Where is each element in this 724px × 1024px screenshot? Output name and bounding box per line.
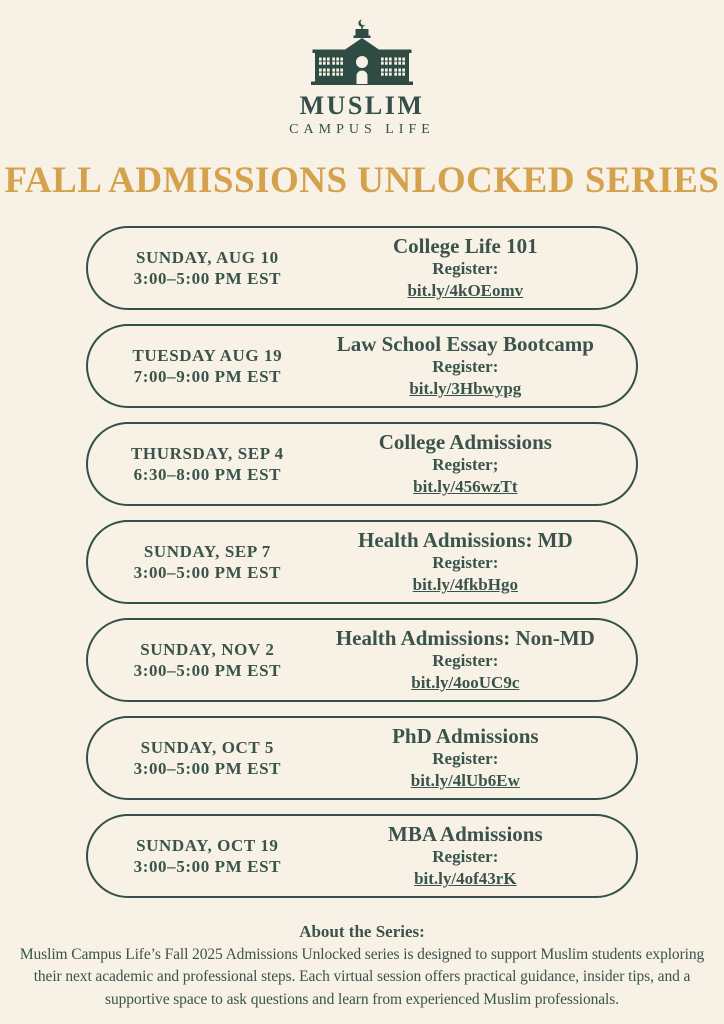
event-datetime: SUNDAY, OCT 5 3:00–5:00 PM EST — [88, 737, 313, 780]
event-date: THURSDAY, SEP 4 — [130, 443, 284, 463]
register-link[interactable]: bit.ly/3Hbwypg — [409, 379, 522, 399]
event-datetime: TUESDAY AUG 19 7:00–9:00 PM EST — [88, 345, 313, 388]
event-details: Law School Essay Bootcamp Register: bit.… — [313, 332, 636, 399]
register-label: Register; — [432, 455, 499, 475]
event-details: Health Admissions: MD Register: bit.ly/4… — [313, 528, 636, 595]
register-link[interactable]: bit.ly/4ooUC9c — [411, 673, 520, 693]
event-datetime: SUNDAY, OCT 19 3:00–5:00 PM EST — [88, 835, 313, 878]
register-label: Register: — [432, 749, 499, 769]
register-label: Register: — [432, 259, 499, 279]
event-date: SUNDAY, OCT 5 — [140, 737, 274, 757]
register-label: Register: — [432, 553, 499, 573]
event-time: 7:00–9:00 PM EST — [133, 367, 282, 386]
event-time: 3:00–5:00 PM EST — [133, 269, 282, 288]
event-details: College Admissions Register; bit.ly/456w… — [313, 430, 636, 497]
events-list: SUNDAY, AUG 10 3:00–5:00 PM EST College … — [86, 226, 638, 898]
event-card: TUESDAY AUG 19 7:00–9:00 PM EST Law Scho… — [86, 324, 638, 408]
event-title: PhD Admissions — [392, 724, 539, 749]
event-date: SUNDAY, AUG 10 — [135, 247, 279, 267]
event-title: College Admissions — [378, 430, 552, 455]
series-title: FALL ADMISSIONS UNLOCKED SERIES — [4, 160, 720, 201]
event-card: SUNDAY, AUG 10 3:00–5:00 PM EST College … — [86, 226, 638, 310]
register-label: Register: — [432, 651, 499, 671]
register-label: Register: — [432, 357, 499, 377]
event-card: SUNDAY, OCT 19 3:00–5:00 PM EST MBA Admi… — [86, 814, 638, 898]
register-link[interactable]: bit.ly/4fkbHgo — [412, 575, 518, 595]
event-card: SUNDAY, NOV 2 3:00–5:00 PM EST Health Ad… — [86, 618, 638, 702]
event-datetime: THURSDAY, SEP 4 6:30–8:00 PM EST — [88, 443, 313, 486]
muslim-campus-life-logo-icon — [311, 19, 413, 85]
event-time: 3:00–5:00 PM EST — [133, 759, 282, 778]
event-time: 3:00–5:00 PM EST — [133, 661, 282, 680]
event-title: Health Admissions: Non-MD — [335, 626, 595, 651]
event-card: THURSDAY, SEP 4 6:30–8:00 PM EST College… — [86, 422, 638, 506]
about-section: About the Series: Muslim Campus Life’s F… — [0, 922, 724, 1011]
register-link[interactable]: bit.ly/4lUb6Ew — [410, 771, 520, 791]
event-datetime: SUNDAY, AUG 10 3:00–5:00 PM EST — [88, 247, 313, 290]
event-title: Law School Essay Bootcamp — [336, 332, 594, 357]
event-time: 3:00–5:00 PM EST — [133, 857, 282, 876]
register-link[interactable]: bit.ly/456wzTt — [413, 477, 518, 497]
brand-subname: CAMPUS LIFE — [289, 122, 435, 137]
brand-header: MUSLIM CAMPUS LIFE — [0, 18, 724, 138]
event-time: 6:30–8:00 PM EST — [133, 465, 282, 484]
about-body: Muslim Campus Life’s Fall 2025 Admission… — [19, 946, 705, 1008]
event-details: MBA Admissions Register: bit.ly/4of43rK — [313, 822, 636, 889]
register-link[interactable]: bit.ly/4of43rK — [414, 869, 517, 889]
event-card: SUNDAY, SEP 7 3:00–5:00 PM EST Health Ad… — [86, 520, 638, 604]
about-heading: About the Series: — [299, 922, 425, 941]
event-card: SUNDAY, OCT 5 3:00–5:00 PM EST PhD Admis… — [86, 716, 638, 800]
event-title: College Life 101 — [393, 234, 538, 259]
brand-name: MUSLIM — [299, 91, 425, 120]
event-date: SUNDAY, OCT 19 — [136, 835, 279, 855]
event-title: MBA Admissions — [388, 822, 543, 847]
event-date: SUNDAY, NOV 2 — [140, 639, 275, 659]
event-details: College Life 101 Register: bit.ly/4kOEom… — [313, 234, 636, 301]
event-datetime: SUNDAY, SEP 7 3:00–5:00 PM EST — [88, 541, 313, 584]
event-datetime: SUNDAY, NOV 2 3:00–5:00 PM EST — [88, 639, 313, 682]
event-date: TUESDAY AUG 19 — [132, 345, 283, 365]
register-link[interactable]: bit.ly/4kOEomv — [407, 281, 524, 301]
event-details: Health Admissions: Non-MD Register: bit.… — [313, 626, 636, 693]
event-date: SUNDAY, SEP 7 — [143, 541, 271, 561]
event-details: PhD Admissions Register: bit.ly/4lUb6Ew — [313, 724, 636, 791]
register-label: Register: — [432, 847, 499, 867]
event-time: 3:00–5:00 PM EST — [133, 563, 282, 582]
event-title: Health Admissions: MD — [357, 528, 573, 553]
